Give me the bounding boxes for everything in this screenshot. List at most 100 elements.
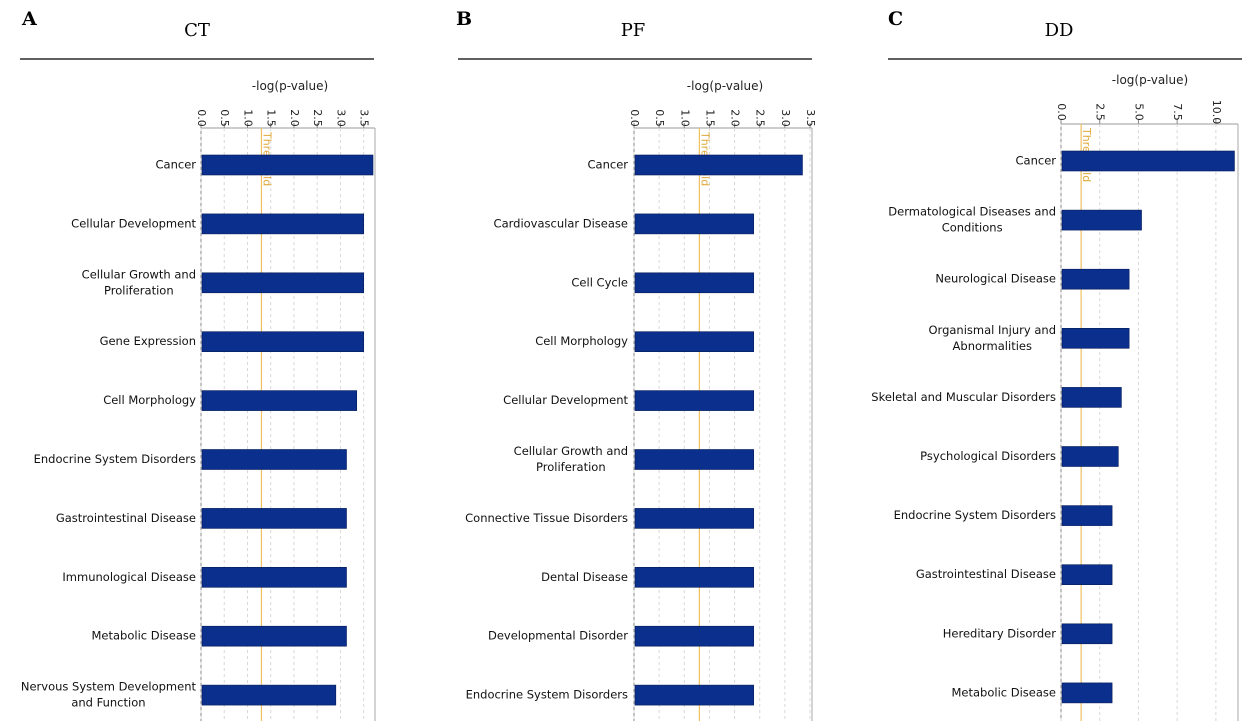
panel-letter: C: [888, 8, 903, 30]
category-label: Proliferation: [104, 283, 174, 297]
category-label: Hereditary Disorder: [943, 626, 1056, 640]
bar: [1061, 682, 1113, 704]
bar: [634, 390, 754, 411]
category-label: Endocrine System Disorders: [34, 452, 196, 466]
x-tick-label: 7.5: [1171, 103, 1184, 121]
bar: [201, 213, 365, 235]
category-label: Cardiovascular Disease: [494, 216, 628, 230]
panel-title: CT: [184, 20, 210, 41]
category-label: Cellular Growth and: [514, 444, 628, 458]
chart-svg-a: A CT -log(p-value) 0.0 0.5 1.0 1.5 2.0 2.5 3.0 3.5…: [20, 8, 376, 721]
bar: [1061, 387, 1122, 408]
bar: [634, 272, 754, 294]
category-label: Cancer: [156, 158, 197, 172]
x-tick-label: 0.0: [195, 109, 208, 127]
bar: [1061, 623, 1113, 645]
chart-svg-b: B PF -log(p-value) 0.0 0.5 1.0 1.5 2.0 2.5 3.0 3.5…: [456, 8, 817, 721]
bar: [634, 625, 754, 647]
category-label: Cellular Growth and: [82, 267, 196, 281]
x-tick-label: 3.5: [358, 109, 371, 127]
category-label: Immunological Disease: [62, 570, 196, 584]
x-tick-label: 1.5: [265, 109, 278, 127]
bar: [201, 508, 347, 529]
category-label: Cancer: [1016, 154, 1057, 168]
panel-letter: B: [456, 8, 472, 30]
x-tick-label: 5.0: [1132, 103, 1145, 121]
category-label: and Function: [71, 696, 145, 710]
bar: [1061, 268, 1130, 290]
bar: [634, 508, 754, 529]
x-tick-label: 2.5: [754, 109, 767, 127]
category-label: Endocrine System Disorders: [466, 688, 628, 702]
bar: [201, 154, 374, 176]
x-tick-label: 3.5: [804, 109, 817, 127]
category-label: Developmental Disorder: [488, 629, 628, 643]
x-tick-label: 0.0: [628, 109, 641, 127]
panel-c: CDD-log(p-value)0.02.55.07.510.0Threshol…: [828, 0, 1243, 721]
category-label: Nervous System Development: [21, 680, 197, 694]
x-tick-label: 10.0: [1210, 100, 1223, 125]
bar: [1061, 446, 1119, 467]
x-tick-label: 1.0: [678, 109, 691, 127]
category-label: Cell Morphology: [535, 334, 628, 348]
bar: [201, 684, 337, 706]
bar: [201, 625, 347, 647]
bar: [634, 331, 754, 353]
x-tick-label: 2.5: [1094, 103, 1107, 121]
bar: [1061, 505, 1113, 526]
category-label: Gene Expression: [100, 334, 196, 348]
category-label: Organismal Injury and: [929, 323, 1057, 337]
category-label: Dental Disease: [541, 570, 628, 584]
category-label: Cellular Development: [71, 216, 196, 230]
bar: [1061, 564, 1113, 586]
category-label: Proliferation: [536, 460, 606, 474]
category-label: Cell Cycle: [571, 275, 628, 289]
x-tick-label: 1.5: [703, 109, 716, 127]
x-axis-label: -log(p-value): [252, 79, 328, 93]
bar: [634, 566, 754, 588]
x-tick-label: 2.5: [311, 109, 324, 127]
category-label: Connective Tissue Disorders: [465, 511, 628, 525]
category-label: Metabolic Disease: [952, 685, 1057, 699]
bar: [201, 566, 347, 588]
category-label: Conditions: [942, 221, 1003, 235]
x-axis-label: -log(p-value): [1112, 73, 1188, 87]
x-tick-label: 0.0: [1055, 103, 1068, 121]
category-label: Neurological Disease: [935, 272, 1056, 286]
category-label: Psychological Disorders: [920, 449, 1056, 463]
x-tick-label: 2.0: [288, 109, 301, 127]
panel-title: DD: [1045, 20, 1074, 41]
bar: [201, 272, 365, 294]
x-tick-label: 1.0: [241, 109, 254, 127]
x-tick-label: 0.5: [653, 109, 666, 127]
category-label: Dermatological Diseases and: [888, 205, 1056, 219]
x-tick-label: 3.0: [779, 109, 792, 127]
panel-letter: A: [21, 8, 37, 30]
chart-svg-c: CDD-log(p-value)0.02.55.07.510.0Threshol…: [871, 8, 1242, 721]
panel-b: B PF -log(p-value) 0.0 0.5 1.0 1.5 2.0 2.5 3.0 3.5…: [414, 0, 828, 721]
category-label: Metabolic Disease: [92, 629, 197, 643]
bar: [1061, 150, 1235, 172]
category-label: Skeletal and Muscular Disorders: [871, 390, 1056, 404]
category-label: Cell Morphology: [103, 393, 196, 407]
bar: [634, 154, 803, 176]
bar: [201, 390, 358, 411]
bar: [201, 449, 347, 470]
bar: [634, 684, 754, 706]
bar: [1061, 209, 1142, 231]
bar: [634, 449, 754, 470]
bar: [634, 213, 754, 235]
category-label: Gastrointestinal Disease: [916, 567, 1056, 581]
category-label: Gastrointestinal Disease: [56, 511, 196, 525]
x-tick-label: 0.5: [218, 109, 231, 127]
category-label: Cancer: [588, 158, 629, 172]
bar: [1061, 327, 1130, 349]
x-tick-label: 3.0: [334, 109, 347, 127]
x-axis-label: -log(p-value): [687, 79, 763, 93]
bar: [201, 331, 365, 353]
category-label: Cellular Development: [503, 393, 628, 407]
panel-title: PF: [621, 20, 646, 41]
panel-a: A CT -log(p-value) 0.0 0.5 1.0 1.5 2.0 2.5 3.0 3.5…: [0, 0, 414, 721]
category-label: Abnormalities: [953, 339, 1032, 353]
x-tick-label: 2.0: [729, 109, 742, 127]
